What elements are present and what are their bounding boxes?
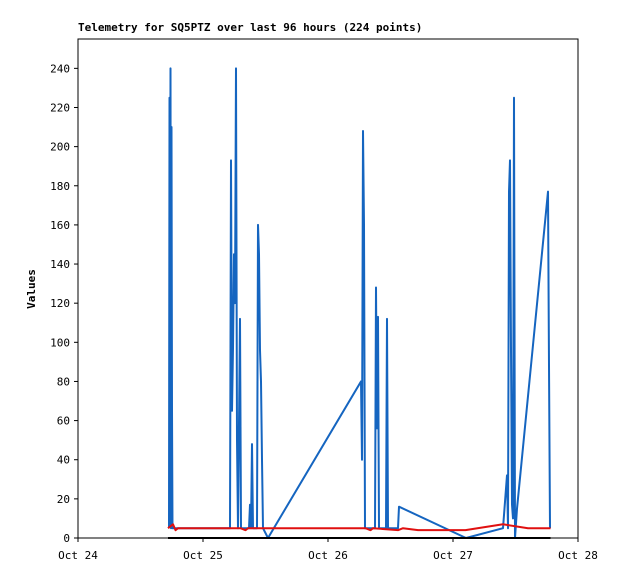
y-tick-label: 160 [50, 219, 70, 232]
y-tick-label: 240 [50, 62, 70, 75]
series-line [168, 67, 551, 539]
x-tick-label: Oct 27 [433, 549, 473, 562]
y-tick-label: 180 [50, 180, 70, 193]
y-tick-label: 40 [57, 454, 70, 467]
y-tick-label: 120 [50, 297, 70, 310]
x-tick-label: Oct 24 [58, 549, 98, 562]
y-axis-label: Values [25, 269, 38, 309]
y-tick-label: 20 [57, 493, 70, 506]
chart-title: Telemetry for SQ5PTZ over last 96 hours … [78, 21, 422, 34]
series-line [167, 523, 551, 532]
plot-frame [77, 38, 579, 539]
x-tick-label: Oct 26 [308, 549, 348, 562]
y-tick-label: 80 [57, 375, 70, 388]
x-tick-label: Oct 25 [183, 549, 223, 562]
y-tick-label: 0 [63, 532, 70, 545]
x-tick-label: Oct 28 [558, 549, 598, 562]
y-tick-label: 220 [50, 101, 70, 114]
y-tick-label: 200 [50, 141, 70, 154]
y-tick-label: 140 [50, 258, 70, 271]
y-tick-label: 60 [57, 415, 70, 428]
y-tick-label: 100 [50, 336, 70, 349]
